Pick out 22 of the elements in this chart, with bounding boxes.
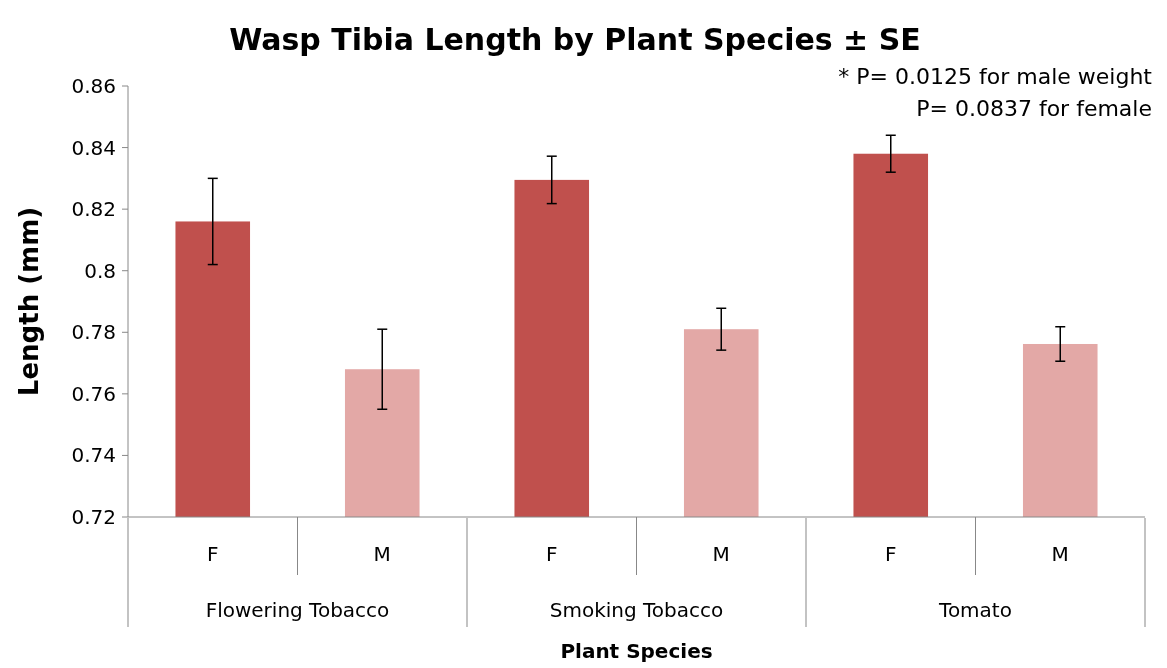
x-tick-label: Smoking Tobacco: [549, 598, 724, 622]
y-tick-label: 0.8: [84, 258, 116, 283]
text: F: [884, 542, 897, 566]
text: M: [712, 542, 730, 566]
x-tick-label: Tomato: [938, 598, 1012, 622]
series-label: M: [373, 542, 391, 566]
x-axis-title: Plant Species: [560, 639, 713, 663]
y-tick-label: 0.78: [71, 320, 116, 345]
y-tick-label: 0.82: [71, 197, 116, 222]
series-label: F: [206, 542, 219, 566]
chart-title: Wasp Tibia Length by Plant Species ± SE: [229, 22, 921, 57]
text: F: [545, 542, 558, 566]
y-tick-label: 0.72: [71, 505, 116, 529]
x-tick-label: Flowering Tobacco: [205, 598, 390, 622]
annotation: P= 0.0837 for female: [916, 96, 1152, 121]
y-tick-label: 0.74: [71, 443, 116, 468]
annotation: * P= 0.0125 for male weight: [838, 64, 1153, 89]
y-tick-label: 0.84: [71, 135, 116, 160]
y-tick-label: 0.86: [71, 74, 116, 98]
y-axis-title: Length (mm): [14, 206, 44, 397]
text: M: [1051, 542, 1069, 566]
y-tick-label: 0.76: [71, 381, 116, 406]
